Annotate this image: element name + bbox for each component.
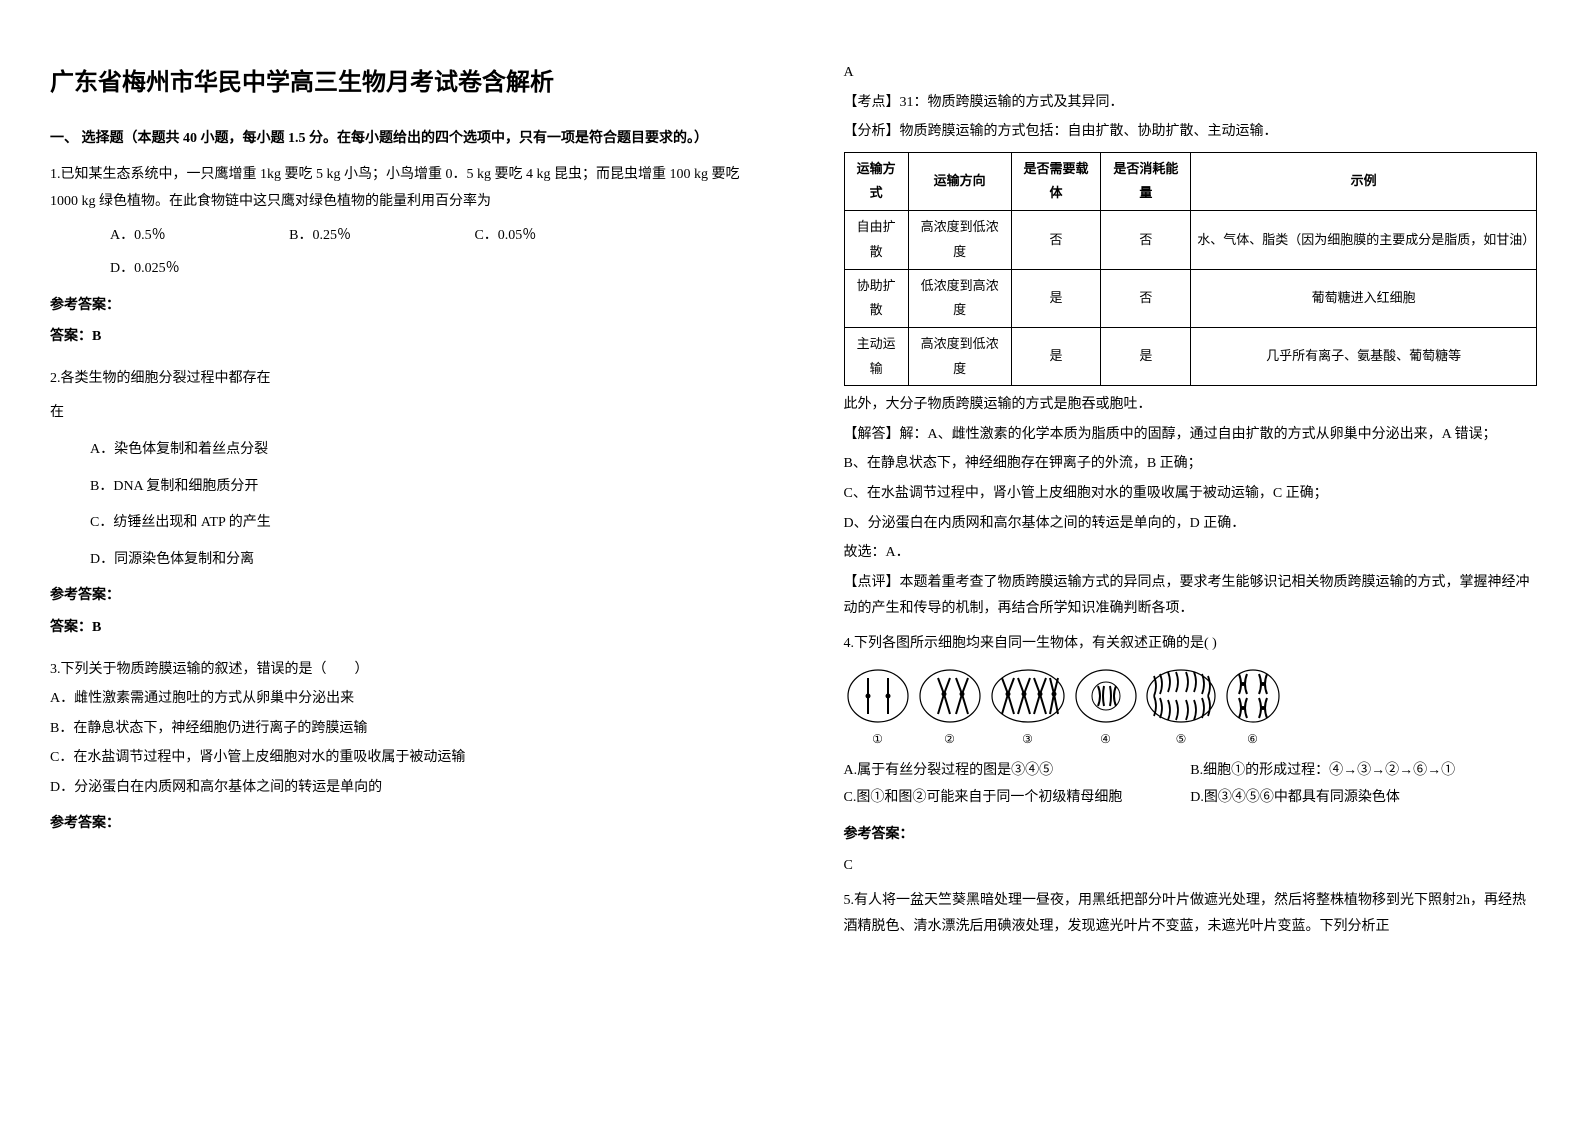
q3-option-d: D．分泌蛋白在内质网和高尔基体之间的转运是单向的 <box>50 775 744 802</box>
q4-option-d: D.图③④⑤⑥中都具有同源染色体 <box>1190 785 1537 812</box>
q3-fenxi: 【分析】物质跨膜运输的方式包括：自由扩散、协助扩散、主动运输． <box>844 119 1538 146</box>
q1-stem: 1.已知某生态系统中，一只鹰增重 1kg 要吃 5 kg 小鸟；小鸟增重 0．5… <box>50 162 744 215</box>
q3-extra: 此外，大分子物质跨膜运输的方式是胞吞或胞吐． <box>844 392 1538 419</box>
q2-option-c: C．纺锤丝出现和 ATP 的产生 <box>90 510 744 537</box>
th-direction: 运输方向 <box>908 152 1011 210</box>
table-row: 主动运输 高浓度到低浓度 是 是 几乎所有离子、氨基酸、葡萄糖等 <box>844 327 1537 385</box>
cell-5: ⑤ <box>1144 666 1219 751</box>
q3-guxuan: 故选：A． <box>844 540 1538 567</box>
th-example: 示例 <box>1191 152 1537 210</box>
q4-option-a: A.属于有丝分裂过程的图是③④⑤ <box>844 758 1191 785</box>
cell-6: ⑥ <box>1223 666 1283 751</box>
q3-option-b: B．在静息状态下，神经细胞仍进行离子的跨膜运输 <box>50 716 744 743</box>
td: 否 <box>1101 269 1191 327</box>
td: 高浓度到低浓度 <box>908 327 1011 385</box>
q2-option-b: B．DNA 复制和细胞质分开 <box>90 474 744 501</box>
q1-answer: 答案：B <box>50 324 744 351</box>
q3-jieda: 【解答】解：A、雌性激素的化学本质为脂质中的固醇，通过自由扩散的方式从卵巢中分泌… <box>844 422 1538 449</box>
cell-3: ③ <box>988 666 1068 751</box>
td: 是 <box>1101 327 1191 385</box>
right-column: A 【考点】31：物质跨膜运输的方式及其异同． 【分析】物质跨膜运输的方式包括：… <box>794 0 1587 1122</box>
q4-option-c: C.图①和图②可能来自于同一个初级精母细胞 <box>844 785 1191 812</box>
th-carrier: 是否需要载体 <box>1011 152 1101 210</box>
th-energy: 是否消耗能量 <box>1101 152 1191 210</box>
q4-row2: C.图①和图②可能来自于同一个初级精母细胞 D.图③④⑤⑥中都具有同源染色体 <box>844 785 1538 812</box>
td: 协助扩散 <box>844 269 908 327</box>
q3-option-a: A．雌性激素需通过胞吐的方式从卵巢中分泌出来 <box>50 686 744 713</box>
td: 是 <box>1011 269 1101 327</box>
q2-answer: 答案：B <box>50 615 744 642</box>
q5-stem: 5.有人将一盆天竺葵黑暗处理一昼夜，用黑纸把部分叶片做遮光处理，然后将整株植物移… <box>844 888 1538 941</box>
q4-figure: ① ② <box>844 666 1538 751</box>
cell-3-icon <box>988 666 1068 726</box>
q4-answer: C <box>844 853 1538 880</box>
q3-exp-c: C、在水盐调节过程中，肾小管上皮细胞对水的重吸收属于被动运输，C 正确； <box>844 481 1538 508</box>
cell-4-icon <box>1072 666 1140 726</box>
q1-option-c: C．0.05％ <box>474 223 536 250</box>
page-title: 广东省梅州市华民中学高三生物月考试卷含解析 <box>50 60 744 106</box>
cell-6-icon <box>1223 666 1283 726</box>
q3-stem: 3.下列关于物质跨膜运输的叙述，错误的是（ ） <box>50 657 744 684</box>
q3-answer: A <box>844 60 1538 87</box>
cell-5-label: ⑤ <box>1176 728 1187 751</box>
q2-options: A．染色体复制和着丝点分裂 B．DNA 复制和细胞质分开 C．纺锤丝出现和 AT… <box>50 437 744 573</box>
left-column: 广东省梅州市华民中学高三生物月考试卷含解析 一、 选择题（本题共 40 小题，每… <box>0 0 794 1122</box>
cell-2: ② <box>916 666 984 751</box>
q1-option-d: D．0.025％ <box>110 256 180 283</box>
td: 葡萄糖进入红细胞 <box>1191 269 1537 327</box>
q1-options: A．0.5％ B．0.25％ C．0.05％ <box>110 223 744 250</box>
cell-4-label: ④ <box>1100 728 1111 751</box>
td: 水、气体、脂类（因为细胞膜的主要成分是脂质，如甘油） <box>1191 211 1537 269</box>
q3-dianping: 【点评】本题着重考查了物质跨膜运输方式的异同点，要求考生能够识记相关物质跨膜运输… <box>844 570 1538 623</box>
q4-stem: 4.下列各图所示细胞均来自同一生物体，有关叙述正确的是( ) <box>844 631 1538 658</box>
cell-2-icon <box>916 666 984 726</box>
td: 低浓度到高浓度 <box>908 269 1011 327</box>
section-header: 一、 选择题（本题共 40 小题，每小题 1.5 分。在每小题给出的四个选项中，… <box>50 126 744 153</box>
table-row: 自由扩散 高浓度到低浓度 否 否 水、气体、脂类（因为细胞膜的主要成分是脂质，如… <box>844 211 1537 269</box>
cell-6-label: ⑥ <box>1247 728 1258 751</box>
q4-ref-label: 参考答案： <box>844 822 1538 849</box>
th-mode: 运输方式 <box>844 152 908 210</box>
cell-2-label: ② <box>944 728 955 751</box>
td: 否 <box>1101 211 1191 269</box>
td: 否 <box>1011 211 1101 269</box>
q3-ref-label: 参考答案： <box>50 811 744 838</box>
q2-stem-cont: 在 <box>50 400 744 427</box>
q1-option-b: B．0.25％ <box>289 223 351 250</box>
q3-option-c: C．在水盐调节过程中，肾小管上皮细胞对水的重吸收属于被动运输 <box>50 745 744 772</box>
q3-kaodian: 【考点】31：物质跨膜运输的方式及其异同． <box>844 90 1538 117</box>
td: 是 <box>1011 327 1101 385</box>
cell-5-icon <box>1144 666 1219 726</box>
cell-3-label: ③ <box>1022 728 1033 751</box>
q3-exp-d: D、分泌蛋白在内质网和高尔基体之间的转运是单向的，D 正确． <box>844 511 1538 538</box>
q1-option-a: A．0.5％ <box>110 223 166 250</box>
cell-1-icon <box>844 666 912 726</box>
td: 主动运输 <box>844 327 908 385</box>
cell-4: ④ <box>1072 666 1140 751</box>
table-row: 协助扩散 低浓度到高浓度 是 否 葡萄糖进入红细胞 <box>844 269 1537 327</box>
q1-ref-label: 参考答案： <box>50 293 744 320</box>
table-header-row: 运输方式 运输方向 是否需要载体 是否消耗能量 示例 <box>844 152 1537 210</box>
transport-table: 运输方式 运输方向 是否需要载体 是否消耗能量 示例 自由扩散 高浓度到低浓度 … <box>844 152 1538 387</box>
q4-row1: A.属于有丝分裂过程的图是③④⑤ B.细胞①的形成过程：④→③→②→⑥→① <box>844 758 1538 785</box>
q2-stem: 2.各类生物的细胞分裂过程中都存在 <box>50 366 744 393</box>
q2-option-d: D．同源染色体复制和分离 <box>90 547 744 574</box>
q3-exp-b: B、在静息状态下，神经细胞存在钾离子的外流，B 正确； <box>844 451 1538 478</box>
td: 高浓度到低浓度 <box>908 211 1011 269</box>
q4-option-b: B.细胞①的形成过程：④→③→②→⑥→① <box>1190 758 1537 785</box>
q2-option-a: A．染色体复制和着丝点分裂 <box>90 437 744 464</box>
q1-options-row2: D．0.025％ <box>110 256 744 283</box>
td: 几乎所有离子、氨基酸、葡萄糖等 <box>1191 327 1537 385</box>
cell-1-label: ① <box>872 728 883 751</box>
cell-1: ① <box>844 666 912 751</box>
td: 自由扩散 <box>844 211 908 269</box>
q2-ref-label: 参考答案： <box>50 583 744 610</box>
